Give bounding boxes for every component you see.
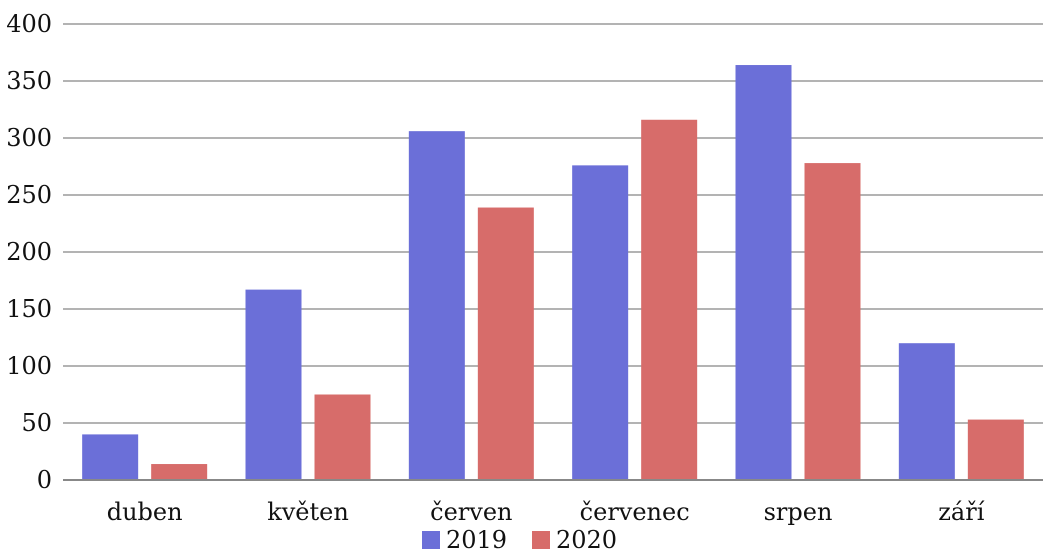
x-category-label: duben — [107, 498, 183, 526]
bar-2020-květen — [314, 394, 371, 480]
bar-2019-září — [898, 343, 955, 480]
bars — [82, 65, 1024, 481]
legend-swatch-2019 — [422, 531, 440, 549]
y-tick-label: 350 — [6, 67, 52, 95]
legend-label-2019: 2019 — [446, 526, 507, 554]
bar-2019-duben — [82, 434, 139, 480]
x-category-label: září — [938, 498, 984, 526]
y-tick-label: 400 — [6, 10, 52, 38]
x-category-label: červenec — [580, 498, 690, 526]
y-tick-label: 300 — [6, 124, 52, 152]
bar-2020-srpen — [804, 163, 861, 480]
bar-2019-červen — [408, 131, 465, 480]
legend: 2019 2020 — [422, 526, 617, 554]
bar-2020-červenec — [641, 119, 698, 480]
y-tick-label: 50 — [21, 409, 52, 437]
grid — [63, 23, 1043, 424]
x-category-label: červen — [430, 498, 512, 526]
bar-2020-červen — [477, 207, 534, 481]
y-axis-ticks: 0 50 100 150 200 250 300 350 400 — [6, 10, 52, 494]
x-category-label: květen — [267, 498, 349, 526]
bar-2019-červenec — [572, 165, 629, 481]
x-category-label: srpen — [764, 498, 833, 526]
legend-swatch-2020 — [532, 531, 550, 549]
y-tick-label: 150 — [6, 295, 52, 323]
y-tick-label: 200 — [6, 238, 52, 266]
bar-2020-září — [967, 419, 1024, 480]
bar-2019-srpen — [735, 65, 792, 480]
y-tick-label: 100 — [6, 352, 52, 380]
x-axis-categories: duben květen červen červenec srpen září — [107, 498, 985, 526]
bar-2019-květen — [245, 289, 302, 480]
y-tick-label: 250 — [6, 181, 52, 209]
legend-label-2020: 2020 — [556, 526, 617, 554]
bar-2020-duben — [151, 464, 208, 480]
y-tick-label: 0 — [37, 466, 52, 494]
